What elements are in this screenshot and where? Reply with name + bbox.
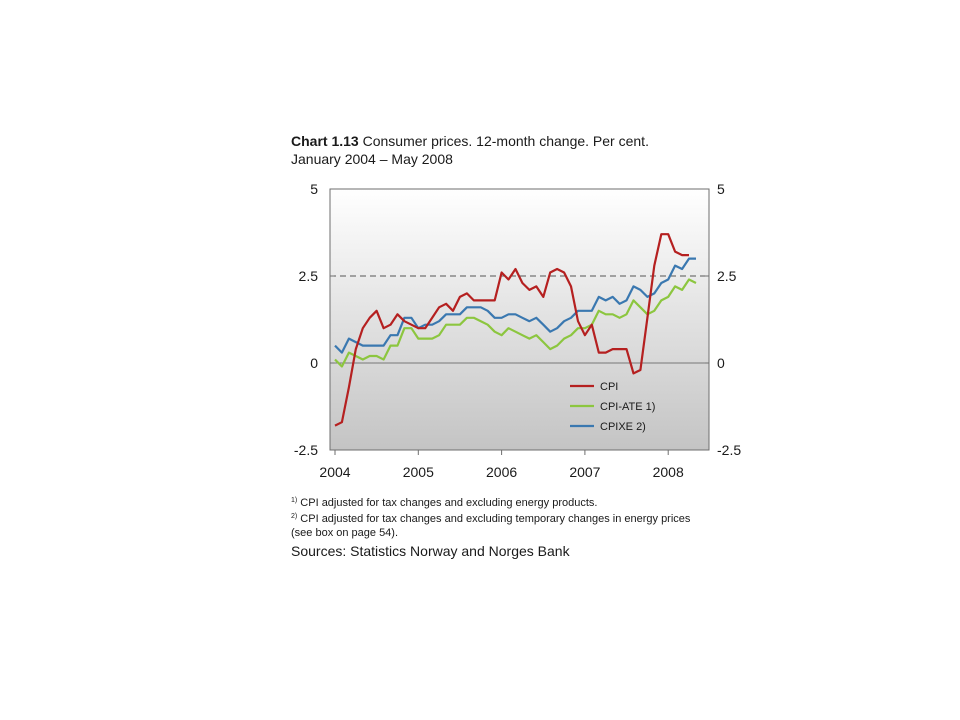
series-line-cpi [334, 233, 689, 427]
y-tick-label-left: 2.5 [299, 268, 319, 284]
legend-label: CPI-ATE 1) [600, 401, 655, 413]
chart-title: Chart 1.13 Consumer prices. 12-month cha… [291, 132, 731, 168]
legend-label: CPI [600, 381, 618, 393]
series-line-cpi-ate-1 [334, 278, 697, 368]
footnote-2: 2) CPI adjusted for tax changes and excl… [291, 510, 711, 540]
footnote-2-mark: 2) [291, 513, 298, 520]
y-tick-label-right: -2.5 [717, 442, 741, 458]
x-tick-label: 2004 [319, 464, 350, 480]
legend-label: CPIXE 2) [600, 421, 646, 433]
footnotes: 1) CPI adjusted for tax changes and excl… [291, 494, 711, 560]
footnote-1: 1) CPI adjusted for tax changes and excl… [291, 494, 711, 510]
sources: Sources: Statistics Norway and Norges Ba… [291, 543, 570, 559]
y-tick-label-left: 5 [310, 181, 318, 197]
x-tick-label: 2008 [653, 464, 684, 480]
footnote-2-text: CPI adjusted for tax changes and excludi… [291, 513, 691, 539]
x-tick-label: 2005 [403, 464, 434, 480]
x-tick-label: 2007 [569, 464, 600, 480]
y-tick-label-left: 0 [310, 355, 318, 371]
y-tick-label-right: 5 [717, 181, 725, 197]
x-tick-label: 2006 [486, 464, 517, 480]
y-tick-label-left: -2.5 [294, 442, 318, 458]
chart-heading: Consumer prices. 12-month change. Per ce… [362, 133, 649, 149]
chart-subtitle: January 2004 – May 2008 [291, 151, 453, 167]
y-tick-label-right: 2.5 [717, 268, 737, 284]
chart-number: Chart 1.13 [291, 133, 359, 149]
y-tick-label-right: 0 [717, 355, 725, 371]
series-line-cpixe-2 [334, 257, 696, 354]
legend: CPI CPI-ATE 1) CPIXE 2) [570, 381, 655, 433]
footnote-1-mark: 1) [291, 497, 298, 504]
footnote-1-text: CPI adjusted for tax changes and excludi… [300, 497, 598, 509]
